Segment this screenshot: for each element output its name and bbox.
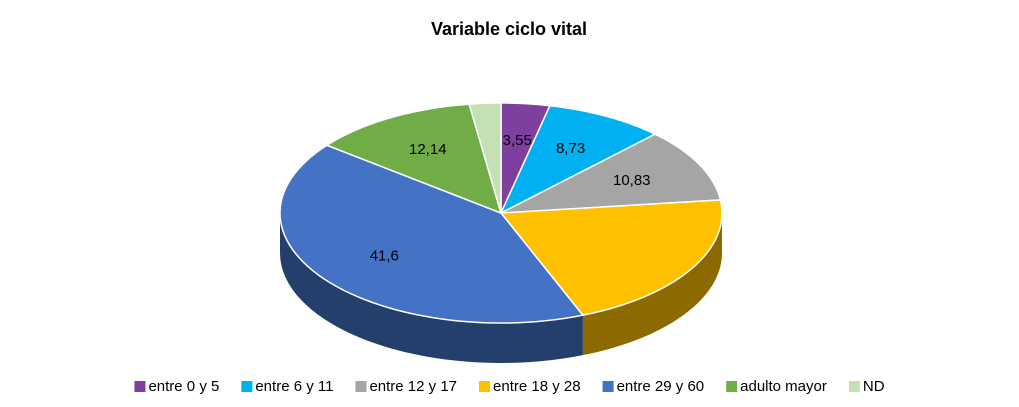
legend-swatch (479, 381, 491, 392)
legend-swatch (355, 381, 367, 392)
legend-swatch (134, 381, 146, 392)
pie-slice (499, 199, 723, 316)
legend-label: ND (863, 378, 885, 395)
data-label: 10,83 (613, 172, 651, 189)
legend-label: entre 12 y 17 (369, 378, 457, 395)
pie-slice (499, 104, 657, 215)
pie-slice (325, 103, 503, 215)
legend-label: adulto mayor (740, 378, 827, 395)
legend-swatch (602, 381, 614, 392)
pie-side (280, 213, 583, 363)
pie-side (582, 213, 722, 356)
data-label: 41,6 (370, 248, 399, 265)
legend-swatch (241, 381, 253, 392)
data-label: 3,55 (503, 132, 532, 149)
pie-slice (500, 133, 722, 214)
pie-slice (468, 102, 502, 214)
legend-swatch (848, 381, 860, 392)
legend-label: entre 6 y 11 (255, 378, 333, 395)
chart-title: Variable ciclo vital (431, 19, 587, 39)
pie-slice (279, 144, 585, 324)
legend-label: entre 0 y 5 (148, 378, 219, 395)
data-label: 12,14 (409, 141, 447, 158)
legend-swatch (726, 381, 738, 392)
data-label: 8,73 (556, 140, 585, 157)
legend-label: entre 29 y 60 (617, 378, 705, 395)
legend-label: entre 18 y 28 (493, 378, 581, 395)
